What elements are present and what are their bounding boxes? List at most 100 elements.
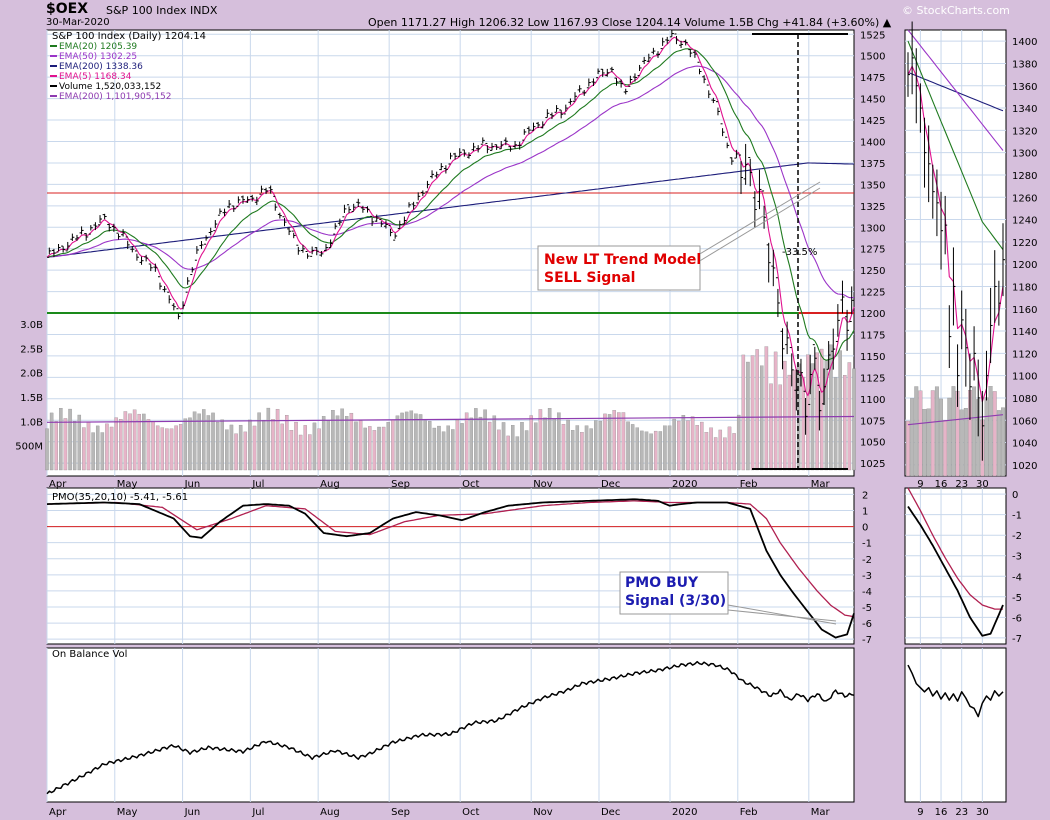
volume-bar (607, 414, 612, 471)
narrow-price-tick-label: 1300 (1012, 149, 1037, 160)
volume-bar (843, 375, 847, 471)
pmo-tick-label: -7 (862, 635, 872, 646)
narrow-obv-line (907, 664, 1004, 718)
volume-tick-label: 1.5B (20, 393, 43, 404)
x-month-label: Sep (391, 807, 410, 818)
narrow-pmo-tick-label: -7 (1012, 634, 1022, 645)
volume-bar (174, 425, 178, 471)
volume-bar (750, 355, 755, 471)
volume-bar (211, 412, 215, 471)
volume-bar (626, 421, 630, 471)
volume-bar (317, 428, 321, 471)
narrow-price-tick-label: 1060 (1012, 416, 1037, 427)
volume-bar (391, 419, 395, 471)
volume-bar (395, 415, 400, 471)
volume-bar (432, 427, 437, 471)
brand-label: © StockCharts.com (902, 4, 1010, 17)
callout-pointer (697, 187, 821, 263)
narrow-price-tick-label: 1120 (1012, 349, 1037, 360)
volume-bar (192, 411, 197, 471)
volume-bar (538, 409, 543, 471)
volume-bar (663, 425, 667, 471)
narrow-volume-bar (959, 409, 964, 477)
volume-bar (764, 346, 769, 471)
volume-bar (460, 423, 464, 471)
volume-bar (561, 424, 566, 471)
volume-bar (377, 426, 381, 471)
price-tick-label: 1325 (860, 202, 885, 213)
price-tick-label: 1075 (860, 416, 885, 427)
volume-bar (677, 420, 681, 471)
volume-bar (229, 424, 234, 471)
narrow-volume-bar (951, 386, 956, 477)
volume-bar (225, 429, 229, 471)
volume-bar (464, 412, 469, 471)
price-tick-label: 1300 (860, 223, 885, 234)
narrow-volume-bar (906, 420, 910, 477)
volume-bar (686, 420, 690, 471)
volume-bar (308, 434, 312, 471)
volume-bar (146, 419, 151, 471)
volume-bar (100, 432, 105, 471)
narrow-volume-bar (1001, 407, 1005, 477)
volume-bar (552, 418, 557, 471)
volume-bar (238, 424, 243, 471)
pmo-tick-label: -5 (862, 603, 872, 614)
volume-bar (386, 422, 390, 471)
volume-bar (72, 421, 77, 471)
x-month-label: Nov (533, 479, 553, 490)
x-month-label: Oct (462, 479, 479, 490)
narrow-volume-bar (996, 410, 1001, 477)
volume-bar (746, 361, 750, 471)
narrow-volume-bar (984, 397, 989, 477)
volume-bar (414, 413, 418, 471)
pmo-tick-label: 1 (862, 507, 868, 518)
narrow-price-tick-label: 1080 (1012, 394, 1037, 405)
volume-bar (557, 412, 561, 471)
narrow-ema50-line (907, 29, 1004, 151)
volume-bar (451, 429, 455, 471)
x-day-label: 16 (935, 479, 948, 490)
volume-bar (95, 425, 100, 471)
ohlc-summary: Open 1171.27 High 1206.32 Low 1167.93 Cl… (368, 16, 892, 29)
volume-bar (787, 374, 792, 471)
volume-bar (234, 433, 238, 471)
price-tick-label: 1475 (860, 73, 885, 84)
x-month-label: Mar (811, 479, 831, 490)
narrow-volume-bar (947, 397, 952, 477)
price-tick-label: 1025 (860, 459, 885, 470)
volume-bar (621, 412, 626, 471)
volume-bar (635, 427, 640, 471)
volume-bar (760, 365, 764, 471)
volume-tick-label: 500M (15, 442, 43, 453)
volume-bar (852, 368, 856, 471)
narrow-pmo-tick-label: 0 (1012, 490, 1018, 501)
volume-bar (252, 425, 257, 471)
price-tick-label: 1150 (860, 352, 885, 363)
narrow-volume-bar (930, 390, 935, 477)
volume-bar (644, 431, 649, 471)
pmo-tick-label: -4 (862, 587, 872, 598)
narrow-price-tick-label: 1040 (1012, 439, 1037, 450)
x-month-label: Jun (184, 479, 201, 490)
narrow-price-tick-label: 1340 (1012, 104, 1037, 115)
index-name: S&P 100 Index INDX (106, 4, 218, 17)
legend-entry: Volume 1,520,033,152 (59, 82, 161, 92)
narrow-volume-bar (943, 420, 948, 477)
panel-frame (904, 647, 1007, 803)
volume-bar (723, 437, 727, 471)
volume-bar (695, 425, 699, 471)
ema200-line (46, 162, 855, 258)
volume-bar (257, 412, 261, 471)
volume-bar (321, 416, 326, 471)
volume-bar (681, 415, 686, 471)
obv-line (46, 660, 855, 795)
x-month-label: Apr (49, 807, 67, 818)
volume-bar (833, 377, 838, 471)
x-month-label: Jul (251, 807, 264, 818)
x-month-label: Jun (184, 807, 201, 818)
narrow-volume-bar (910, 398, 915, 477)
price-tick-label: 1200 (860, 309, 885, 320)
x-month-label: May (117, 807, 138, 818)
